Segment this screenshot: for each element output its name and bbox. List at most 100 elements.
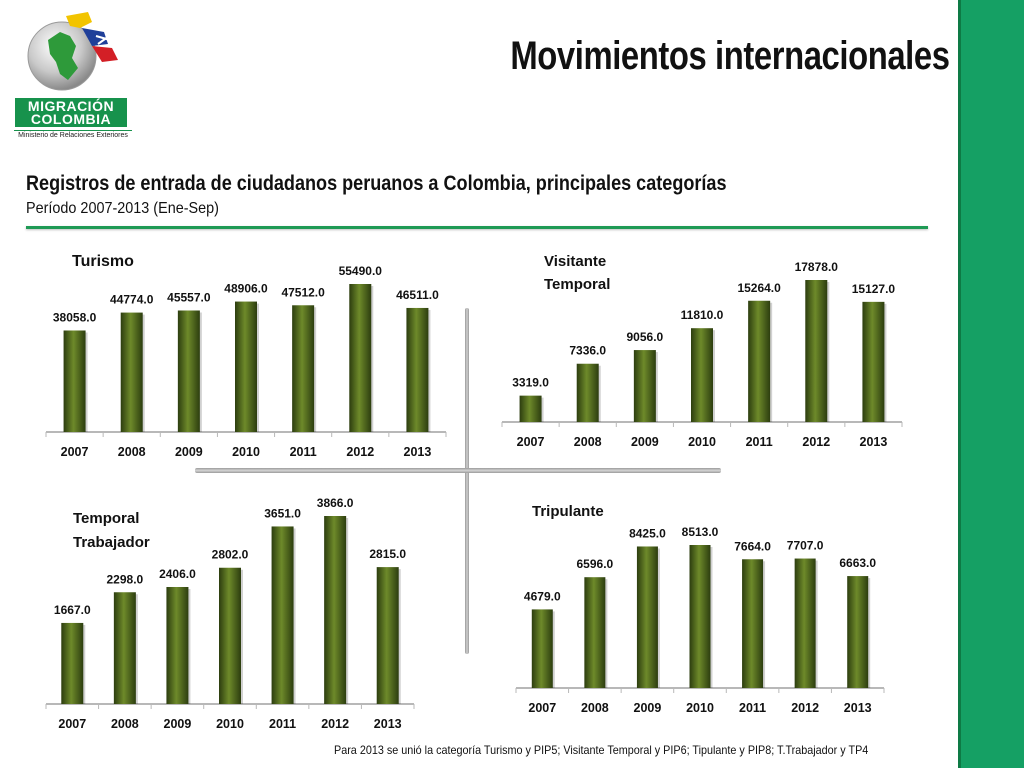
footnote: Para 2013 se unió la categoría Turismo y… xyxy=(334,743,869,757)
x-tick-label: 2009 xyxy=(175,445,203,459)
data-label: 4679.0 xyxy=(524,589,561,603)
x-tick-label: 2013 xyxy=(374,717,402,731)
chart-temporal-trabajador: Temporal Trabajador 1667.0 2007 2298.0 2008 24… xyxy=(45,496,415,731)
x-tick-label: 2013 xyxy=(860,435,888,449)
data-label: 3866.0 xyxy=(317,496,354,510)
x-tick-label: 2011 xyxy=(290,445,317,459)
x-tick-label: 2007 xyxy=(61,445,89,459)
chart-tripulante: Tripulante 4679.0 2007 6596.0 2008 8425.0 2009… xyxy=(515,503,885,715)
bar xyxy=(376,567,399,704)
bar xyxy=(63,330,86,432)
data-label: 1667.0 xyxy=(54,603,91,617)
data-label: 6663.0 xyxy=(839,556,876,570)
data-label: 7707.0 xyxy=(787,539,824,553)
brand-line-1: MIGRACIÓN xyxy=(27,98,115,114)
data-label: 2406.0 xyxy=(159,567,196,581)
brand-line-2: COLOMBIA xyxy=(30,111,112,127)
x-tick-label: 2008 xyxy=(111,717,139,731)
data-label: 17878.0 xyxy=(795,260,839,274)
horizontal-divider xyxy=(195,468,721,473)
data-label: 47512.0 xyxy=(281,285,325,299)
bar xyxy=(691,328,713,422)
x-tick-label: 2009 xyxy=(164,717,192,731)
bar xyxy=(742,559,764,688)
x-tick-label: 2009 xyxy=(631,435,659,449)
x-tick-label: 2013 xyxy=(404,445,432,459)
chart-title-line: Visitante xyxy=(544,253,606,270)
data-label: 46511.0 xyxy=(396,288,439,302)
side-accent-bar-edge xyxy=(958,0,961,768)
x-tick-label: 2012 xyxy=(346,445,374,459)
globe-icon xyxy=(27,12,118,91)
bar xyxy=(61,622,84,704)
bar xyxy=(271,526,294,704)
x-tick-label: 2013 xyxy=(844,701,872,715)
vertical-divider xyxy=(465,308,469,654)
bar xyxy=(847,576,869,688)
data-label: 15264.0 xyxy=(737,281,781,295)
data-label: 45557.0 xyxy=(167,290,211,304)
data-label: 44774.0 xyxy=(110,293,154,307)
chart-title-line: Trabajador xyxy=(73,534,150,551)
data-label: 11810.0 xyxy=(681,308,724,322)
bar xyxy=(636,546,658,688)
x-tick-label: 2012 xyxy=(791,701,819,715)
brand-box: MIGRACIÓN COLOMBIA xyxy=(15,98,127,127)
chart-title-line: Tripulante xyxy=(532,503,604,520)
bar xyxy=(324,516,347,704)
x-tick-label: 2011 xyxy=(739,701,766,715)
bar xyxy=(633,350,656,422)
bar xyxy=(805,280,828,422)
data-label: 3319.0 xyxy=(512,376,549,390)
bar xyxy=(519,395,542,422)
x-tick-label: 2011 xyxy=(746,435,773,449)
x-tick-label: 2010 xyxy=(686,701,714,715)
bar xyxy=(748,300,771,422)
bar xyxy=(862,301,885,422)
report-subtitle: Registros de entrada de ciudadanos perua… xyxy=(26,172,727,195)
x-tick-label: 2010 xyxy=(216,717,244,731)
bar xyxy=(120,312,143,432)
x-tick-label: 2012 xyxy=(802,435,830,449)
x-tick-label: 2010 xyxy=(232,445,260,459)
chart-title-line: Turismo xyxy=(72,253,134,270)
chart-visitante-temporal: Visitante Temporal 3319.0 2007 7336.0 2008 905… xyxy=(501,253,903,449)
x-tick-label: 2007 xyxy=(528,701,556,715)
chart-turismo: Turismo 38058.0 2007 44774.0 2008 45557.0 2009… xyxy=(45,253,447,459)
data-label: 8425.0 xyxy=(629,526,666,540)
data-label: 8513.0 xyxy=(682,525,719,539)
bar xyxy=(531,609,553,688)
bar xyxy=(689,545,711,688)
data-label: 9056.0 xyxy=(627,330,664,344)
data-label: 6596.0 xyxy=(577,557,614,571)
migracion-colombia-logo: MIGRACIÓN COLOMBIA Ministerio de Relacio… xyxy=(12,10,132,140)
page-title: Movimientos internacionales xyxy=(510,34,951,78)
bar xyxy=(177,310,200,432)
bar xyxy=(406,307,429,432)
bar xyxy=(113,592,136,704)
x-tick-label: 2008 xyxy=(581,701,609,715)
x-tick-label: 2012 xyxy=(321,717,349,731)
x-tick-label: 2011 xyxy=(269,717,296,731)
bar xyxy=(349,284,372,432)
bar xyxy=(576,363,599,422)
bar xyxy=(166,586,189,704)
bar xyxy=(292,305,315,432)
x-tick-label: 2010 xyxy=(688,435,716,449)
bar xyxy=(219,567,241,704)
data-label: 48906.0 xyxy=(224,282,268,296)
chart-title-line: Temporal xyxy=(73,510,139,527)
bar xyxy=(584,577,606,688)
side-accent-bar xyxy=(958,0,1024,768)
header-rule xyxy=(26,226,928,229)
x-tick-label: 2007 xyxy=(58,717,86,731)
data-label: 2298.0 xyxy=(107,572,144,586)
x-tick-label: 2007 xyxy=(517,435,545,449)
x-tick-label: 2008 xyxy=(574,435,602,449)
chart-title-line: Temporal xyxy=(544,276,610,293)
data-label: 38058.0 xyxy=(53,310,97,324)
bar xyxy=(235,301,257,432)
data-label: 2802.0 xyxy=(212,548,249,562)
data-label: 7664.0 xyxy=(734,539,771,553)
data-label: 3651.0 xyxy=(264,506,301,520)
